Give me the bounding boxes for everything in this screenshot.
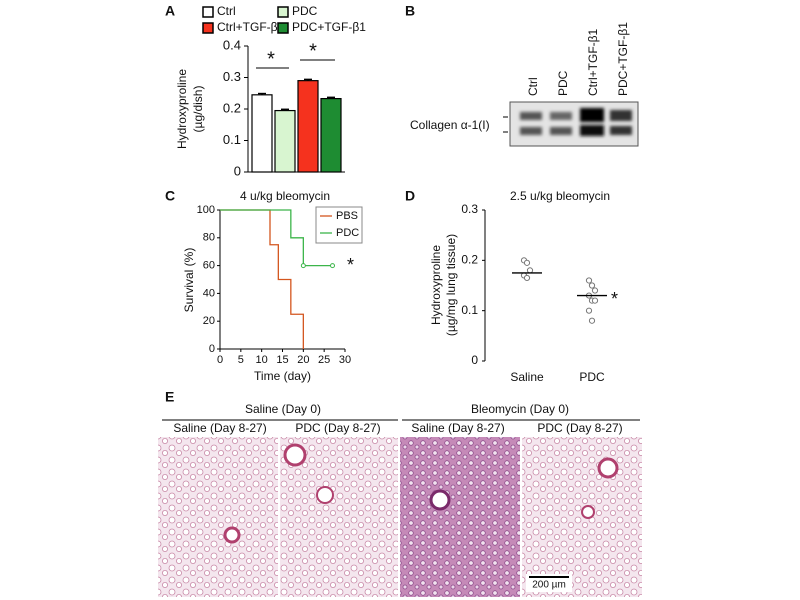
legend-swatch bbox=[202, 6, 214, 18]
data-point bbox=[523, 259, 531, 266]
annotation: * bbox=[611, 289, 618, 309]
legend-swatch bbox=[277, 22, 289, 34]
y-tick-label: 60 bbox=[203, 260, 215, 272]
panel-label: D bbox=[405, 188, 415, 204]
y-axis-label: Hydroxyproline bbox=[429, 245, 443, 325]
x-tick-label: 10 bbox=[256, 354, 268, 366]
annotation: * bbox=[267, 48, 275, 70]
legend-box bbox=[315, 206, 363, 244]
x-tick-label: 20 bbox=[297, 354, 309, 366]
data-point bbox=[588, 282, 596, 289]
y-tick-label: 40 bbox=[203, 287, 215, 299]
y-tick-label: 0.1 bbox=[223, 132, 241, 147]
lane-label: PDC bbox=[556, 70, 570, 96]
y-tick-label: 0.4 bbox=[223, 37, 241, 52]
histology-image bbox=[522, 437, 642, 597]
y-tick-label: 0.2 bbox=[461, 253, 478, 267]
bar bbox=[320, 98, 342, 173]
bar bbox=[274, 109, 296, 173]
legend-swatch bbox=[202, 22, 214, 34]
airway bbox=[223, 526, 241, 544]
image-label: Saline (Day 8-27) bbox=[173, 421, 266, 435]
x-tick-label: 0 bbox=[217, 354, 223, 366]
x-tick-label: 5 bbox=[238, 354, 244, 366]
airway bbox=[597, 457, 619, 479]
legend-swatch bbox=[277, 6, 289, 18]
panel-label: C bbox=[165, 188, 175, 204]
y-tick-label: 0.2 bbox=[223, 100, 241, 115]
survival-line bbox=[220, 209, 304, 349]
group-label: Bleomycin (Day 0) bbox=[471, 402, 569, 416]
group-label: Saline (Day 0) bbox=[245, 402, 321, 416]
panel-label: E bbox=[165, 389, 174, 405]
y-axis-label: (µg/mg lung tissue) bbox=[444, 234, 458, 336]
data-point bbox=[591, 287, 599, 294]
x-axis-label: Time (day) bbox=[254, 369, 311, 383]
y-tick-label: 100 bbox=[197, 204, 215, 216]
x-tick-label: 25 bbox=[318, 354, 330, 366]
bar bbox=[297, 80, 319, 173]
y-axis-label: Hydroxyproline bbox=[175, 69, 189, 149]
chart-title: 2.5 u/kg bleomycin bbox=[510, 189, 610, 203]
x-tick-label: 15 bbox=[276, 354, 288, 366]
scale-background bbox=[526, 574, 572, 592]
y-tick-label: 80 bbox=[203, 232, 215, 244]
legend-label: PDC bbox=[292, 4, 318, 18]
panel-label: A bbox=[165, 3, 175, 19]
data-point bbox=[588, 317, 596, 324]
data-point bbox=[523, 274, 531, 282]
blot-image bbox=[509, 101, 639, 147]
y-tick-label: 20 bbox=[203, 315, 215, 327]
histology-image bbox=[158, 437, 278, 597]
blot-bands bbox=[520, 108, 632, 136]
airway bbox=[581, 505, 595, 519]
data-point bbox=[591, 297, 599, 304]
censor-marker bbox=[300, 263, 306, 269]
y-tick-label: 0 bbox=[234, 163, 241, 178]
x-tick-label: PDC bbox=[579, 370, 605, 384]
image-label: PDC (Day 8-27) bbox=[537, 421, 622, 435]
protein-label: Collagen α-1(I) bbox=[410, 118, 490, 132]
survival-line bbox=[220, 209, 333, 267]
legend-label: Ctrl bbox=[217, 4, 236, 18]
legend-label: PDC bbox=[336, 227, 359, 239]
bar bbox=[251, 94, 273, 173]
y-tick-label: 0 bbox=[471, 353, 478, 367]
x-tick-label: 30 bbox=[339, 354, 351, 366]
annotation: * bbox=[309, 40, 317, 62]
histology-image bbox=[400, 437, 520, 597]
lane-label: Ctrl bbox=[526, 77, 540, 96]
x-tick-label: Saline bbox=[510, 370, 544, 384]
lane-label: Ctrl+TGF-β1 bbox=[586, 28, 600, 96]
airway bbox=[283, 443, 307, 467]
censor-marker bbox=[330, 263, 335, 269]
y-tick-label: 0.3 bbox=[223, 69, 241, 84]
legend-label: PBS bbox=[336, 210, 358, 222]
image-label: Saline (Day 8-27) bbox=[411, 421, 504, 435]
airway bbox=[429, 489, 451, 511]
panel-label: B bbox=[405, 3, 415, 19]
legend-label: PDC+TGF-β1 bbox=[292, 20, 366, 34]
y-tick-label: 0 bbox=[209, 343, 215, 355]
chart-title: 4 u/kg bleomycin bbox=[240, 189, 330, 203]
scale-label: 200 µm bbox=[532, 580, 566, 591]
data-point bbox=[526, 267, 534, 274]
y-tick-label: 0.1 bbox=[461, 303, 478, 317]
legend-label: Ctrl+TGF-β1 bbox=[217, 20, 285, 34]
y-axis-label: (µg/dish) bbox=[191, 86, 205, 133]
data-point bbox=[585, 277, 593, 284]
y-axis-label: Survival (%) bbox=[182, 248, 196, 313]
data-point bbox=[585, 307, 593, 314]
y-tick-label: 0.3 bbox=[461, 202, 478, 216]
airway bbox=[316, 486, 334, 504]
annotation: * bbox=[347, 255, 354, 275]
image-label: PDC (Day 8-27) bbox=[295, 421, 380, 435]
lane-label: PDC+TGF-β1 bbox=[616, 22, 630, 96]
